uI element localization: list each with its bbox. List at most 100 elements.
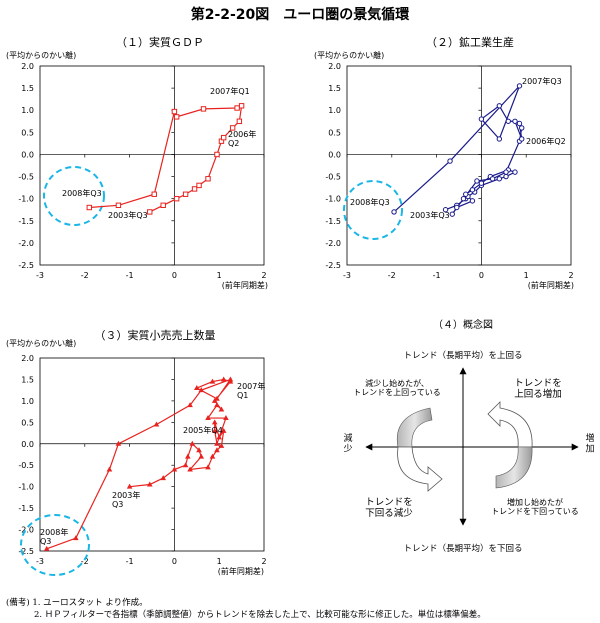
y-tick-label: -1.5 bbox=[18, 504, 34, 513]
y-axis-label: (平均からのかい離) bbox=[314, 50, 384, 60]
x-tick-label: -2 bbox=[81, 271, 89, 280]
data-point bbox=[115, 440, 122, 446]
data-point bbox=[516, 83, 523, 89]
data-point bbox=[496, 103, 503, 109]
data-point bbox=[496, 136, 503, 142]
data-point bbox=[214, 151, 220, 158]
y-tick-label: -2.5 bbox=[18, 547, 34, 556]
data-point bbox=[160, 475, 166, 481]
quadrant-top-left-text: 減少し始めたが、トレンドを上回っている bbox=[353, 378, 441, 397]
y-tick-label: -1.5 bbox=[325, 217, 341, 226]
chart-title: （３）実質小売売上数量 bbox=[95, 328, 216, 342]
data-point bbox=[503, 169, 509, 175]
y-tick-label: 1.5 bbox=[21, 375, 34, 384]
plot-frame bbox=[346, 65, 572, 266]
data-point bbox=[198, 453, 205, 459]
data-point bbox=[478, 180, 485, 186]
x-tick-label: -3 bbox=[36, 557, 44, 566]
data-point bbox=[234, 105, 240, 111]
data-point bbox=[512, 169, 518, 175]
data-point bbox=[469, 198, 476, 204]
chart-panel-2: （２）鉱工業生産 (平均からのかい離) (前年同期差) -3 -2 -1 0 1 2 -2.5 -2… bbox=[314, 35, 574, 290]
chart-title: （１）実質ＧＤＰ bbox=[116, 35, 204, 49]
data-point bbox=[216, 434, 222, 440]
data-point bbox=[151, 191, 157, 197]
highlight-circle bbox=[20, 514, 90, 576]
data-point bbox=[153, 421, 160, 427]
data-point bbox=[160, 202, 166, 209]
note-2: 2. ＨＰフィルターで各指標（季節調整値）からトレンドを除去した上で、比較可能な… bbox=[34, 610, 486, 620]
cycle-arrow-top-left bbox=[396, 407, 433, 448]
data-point bbox=[198, 387, 205, 393]
data-point bbox=[519, 125, 525, 131]
top-label: トレンド（長期平均）を上回る bbox=[403, 350, 522, 361]
data-point bbox=[218, 406, 225, 412]
y-tick-label: -1.0 bbox=[18, 483, 34, 492]
y-axis-label: (平均からのかい離) bbox=[6, 338, 76, 348]
data-point bbox=[229, 125, 236, 131]
data-point bbox=[218, 442, 225, 448]
right-label: 増加 bbox=[585, 432, 594, 454]
chart-panel-1: （１）実質ＧＤＰ (平均からのかい離) (前年同期差) -3 -2 -1 0 1 2 -2.5 -2… bbox=[6, 35, 268, 290]
data-point bbox=[227, 376, 234, 382]
x-tick-label: -1 bbox=[433, 271, 441, 280]
notes: (備考) 1. ユーロスタット より作成。 2. ＨＰフィルターで各指標（季節調… bbox=[6, 596, 486, 620]
y-tick-label: -2.0 bbox=[18, 239, 34, 248]
data-point bbox=[512, 118, 518, 124]
page-title: 第2-2-20図 ユーロ圏の景気循環 bbox=[190, 7, 410, 23]
y-axis-label: (平均からのかい離) bbox=[6, 50, 76, 60]
data-point bbox=[489, 176, 496, 182]
plot-frame bbox=[39, 357, 265, 552]
x-tick-label: -1 bbox=[126, 557, 134, 566]
data-point bbox=[469, 187, 476, 193]
x-tick-label: 1 bbox=[217, 557, 222, 566]
chart-title: （２）鉱工業生産 bbox=[426, 35, 514, 49]
data-point bbox=[236, 118, 243, 124]
annotation-label: 2007年Q3 bbox=[522, 76, 562, 86]
data-point bbox=[214, 402, 220, 408]
y-tick-label: 0.5 bbox=[328, 128, 341, 137]
data-point bbox=[220, 376, 227, 382]
data-point bbox=[187, 466, 193, 472]
y-tick-label: 1.0 bbox=[328, 106, 341, 115]
x-tick-label: 2 bbox=[261, 271, 266, 280]
data-point bbox=[173, 195, 180, 202]
data-point bbox=[505, 118, 511, 124]
data-point bbox=[209, 378, 216, 384]
data-point bbox=[173, 114, 180, 120]
data-point bbox=[463, 191, 469, 197]
data-point bbox=[211, 427, 218, 433]
data-point bbox=[238, 103, 245, 109]
x-axis-label: (前年同期差) bbox=[528, 280, 574, 290]
annotation-label: 2003年Q3 bbox=[410, 210, 450, 220]
data-point bbox=[496, 176, 503, 182]
y-tick-label: 1.0 bbox=[21, 397, 34, 406]
y-tick-label: -2.0 bbox=[18, 526, 34, 535]
data-point bbox=[115, 202, 122, 209]
annotation-label: 2007年Q1 bbox=[210, 86, 250, 96]
annotation-label: 2005年Q4 bbox=[183, 425, 223, 435]
y-tick-label: -1.0 bbox=[18, 195, 34, 204]
data-point bbox=[519, 136, 525, 142]
y-tick-label: 0.5 bbox=[21, 418, 34, 427]
highlight-circle bbox=[343, 180, 403, 240]
data-point bbox=[185, 453, 191, 459]
chart-panel-3: （３）実質小売売上数量 (平均からのかい離) (前年同期差) -3 -2 -1 0 1 2 -2.… bbox=[6, 328, 267, 576]
data-point bbox=[205, 464, 211, 470]
data-point bbox=[200, 106, 207, 112]
data-point bbox=[86, 204, 92, 211]
note-1: (備考) 1. ユーロスタット より作成。 bbox=[6, 598, 148, 608]
data-point bbox=[478, 116, 485, 122]
data-point bbox=[214, 447, 220, 453]
x-tick-label: 1 bbox=[524, 271, 529, 280]
data-point bbox=[516, 120, 523, 127]
data-point bbox=[191, 186, 198, 192]
data-point bbox=[189, 440, 196, 446]
data-point bbox=[106, 466, 113, 472]
data-point bbox=[126, 483, 133, 489]
x-tick-label: 0 bbox=[172, 557, 177, 566]
x-axis-label: (前年同期差) bbox=[222, 280, 268, 290]
